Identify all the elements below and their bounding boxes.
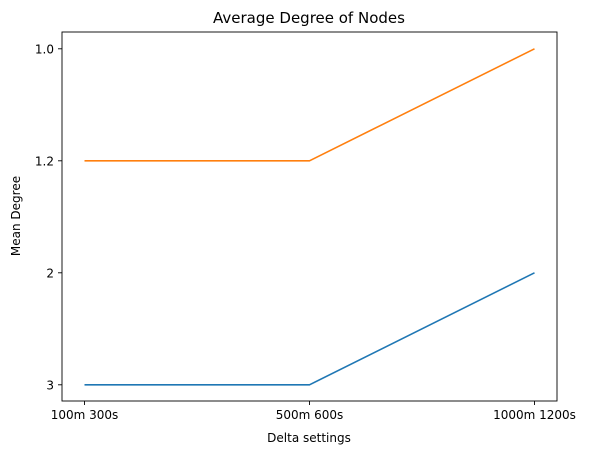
y-tick-label: 3 bbox=[46, 378, 54, 392]
y-tick-label: 1.2 bbox=[35, 154, 54, 168]
series-layer bbox=[84, 48, 535, 386]
x-axis-ticks: 100m 300s 500m 600s 1000m 1200s bbox=[51, 401, 576, 422]
y-tick-label: 2 bbox=[46, 266, 54, 280]
plot-frame bbox=[61, 31, 558, 402]
x-tick-label: 500m 600s bbox=[276, 408, 344, 422]
series-line-1 bbox=[84, 272, 535, 386]
series-line-2 bbox=[84, 48, 535, 162]
chart-title: Average Degree of Nodes bbox=[213, 9, 405, 27]
y-axis-ticks: 1.0 1.2 2 3 bbox=[35, 42, 62, 392]
y-tick-label: 1.0 bbox=[35, 42, 54, 56]
x-tick-label: 100m 300s bbox=[51, 408, 119, 422]
y-axis-label: Mean Degree bbox=[9, 176, 23, 256]
x-axis-label: Delta settings bbox=[267, 431, 351, 445]
x-tick-label: 1000m 1200s bbox=[493, 408, 576, 422]
